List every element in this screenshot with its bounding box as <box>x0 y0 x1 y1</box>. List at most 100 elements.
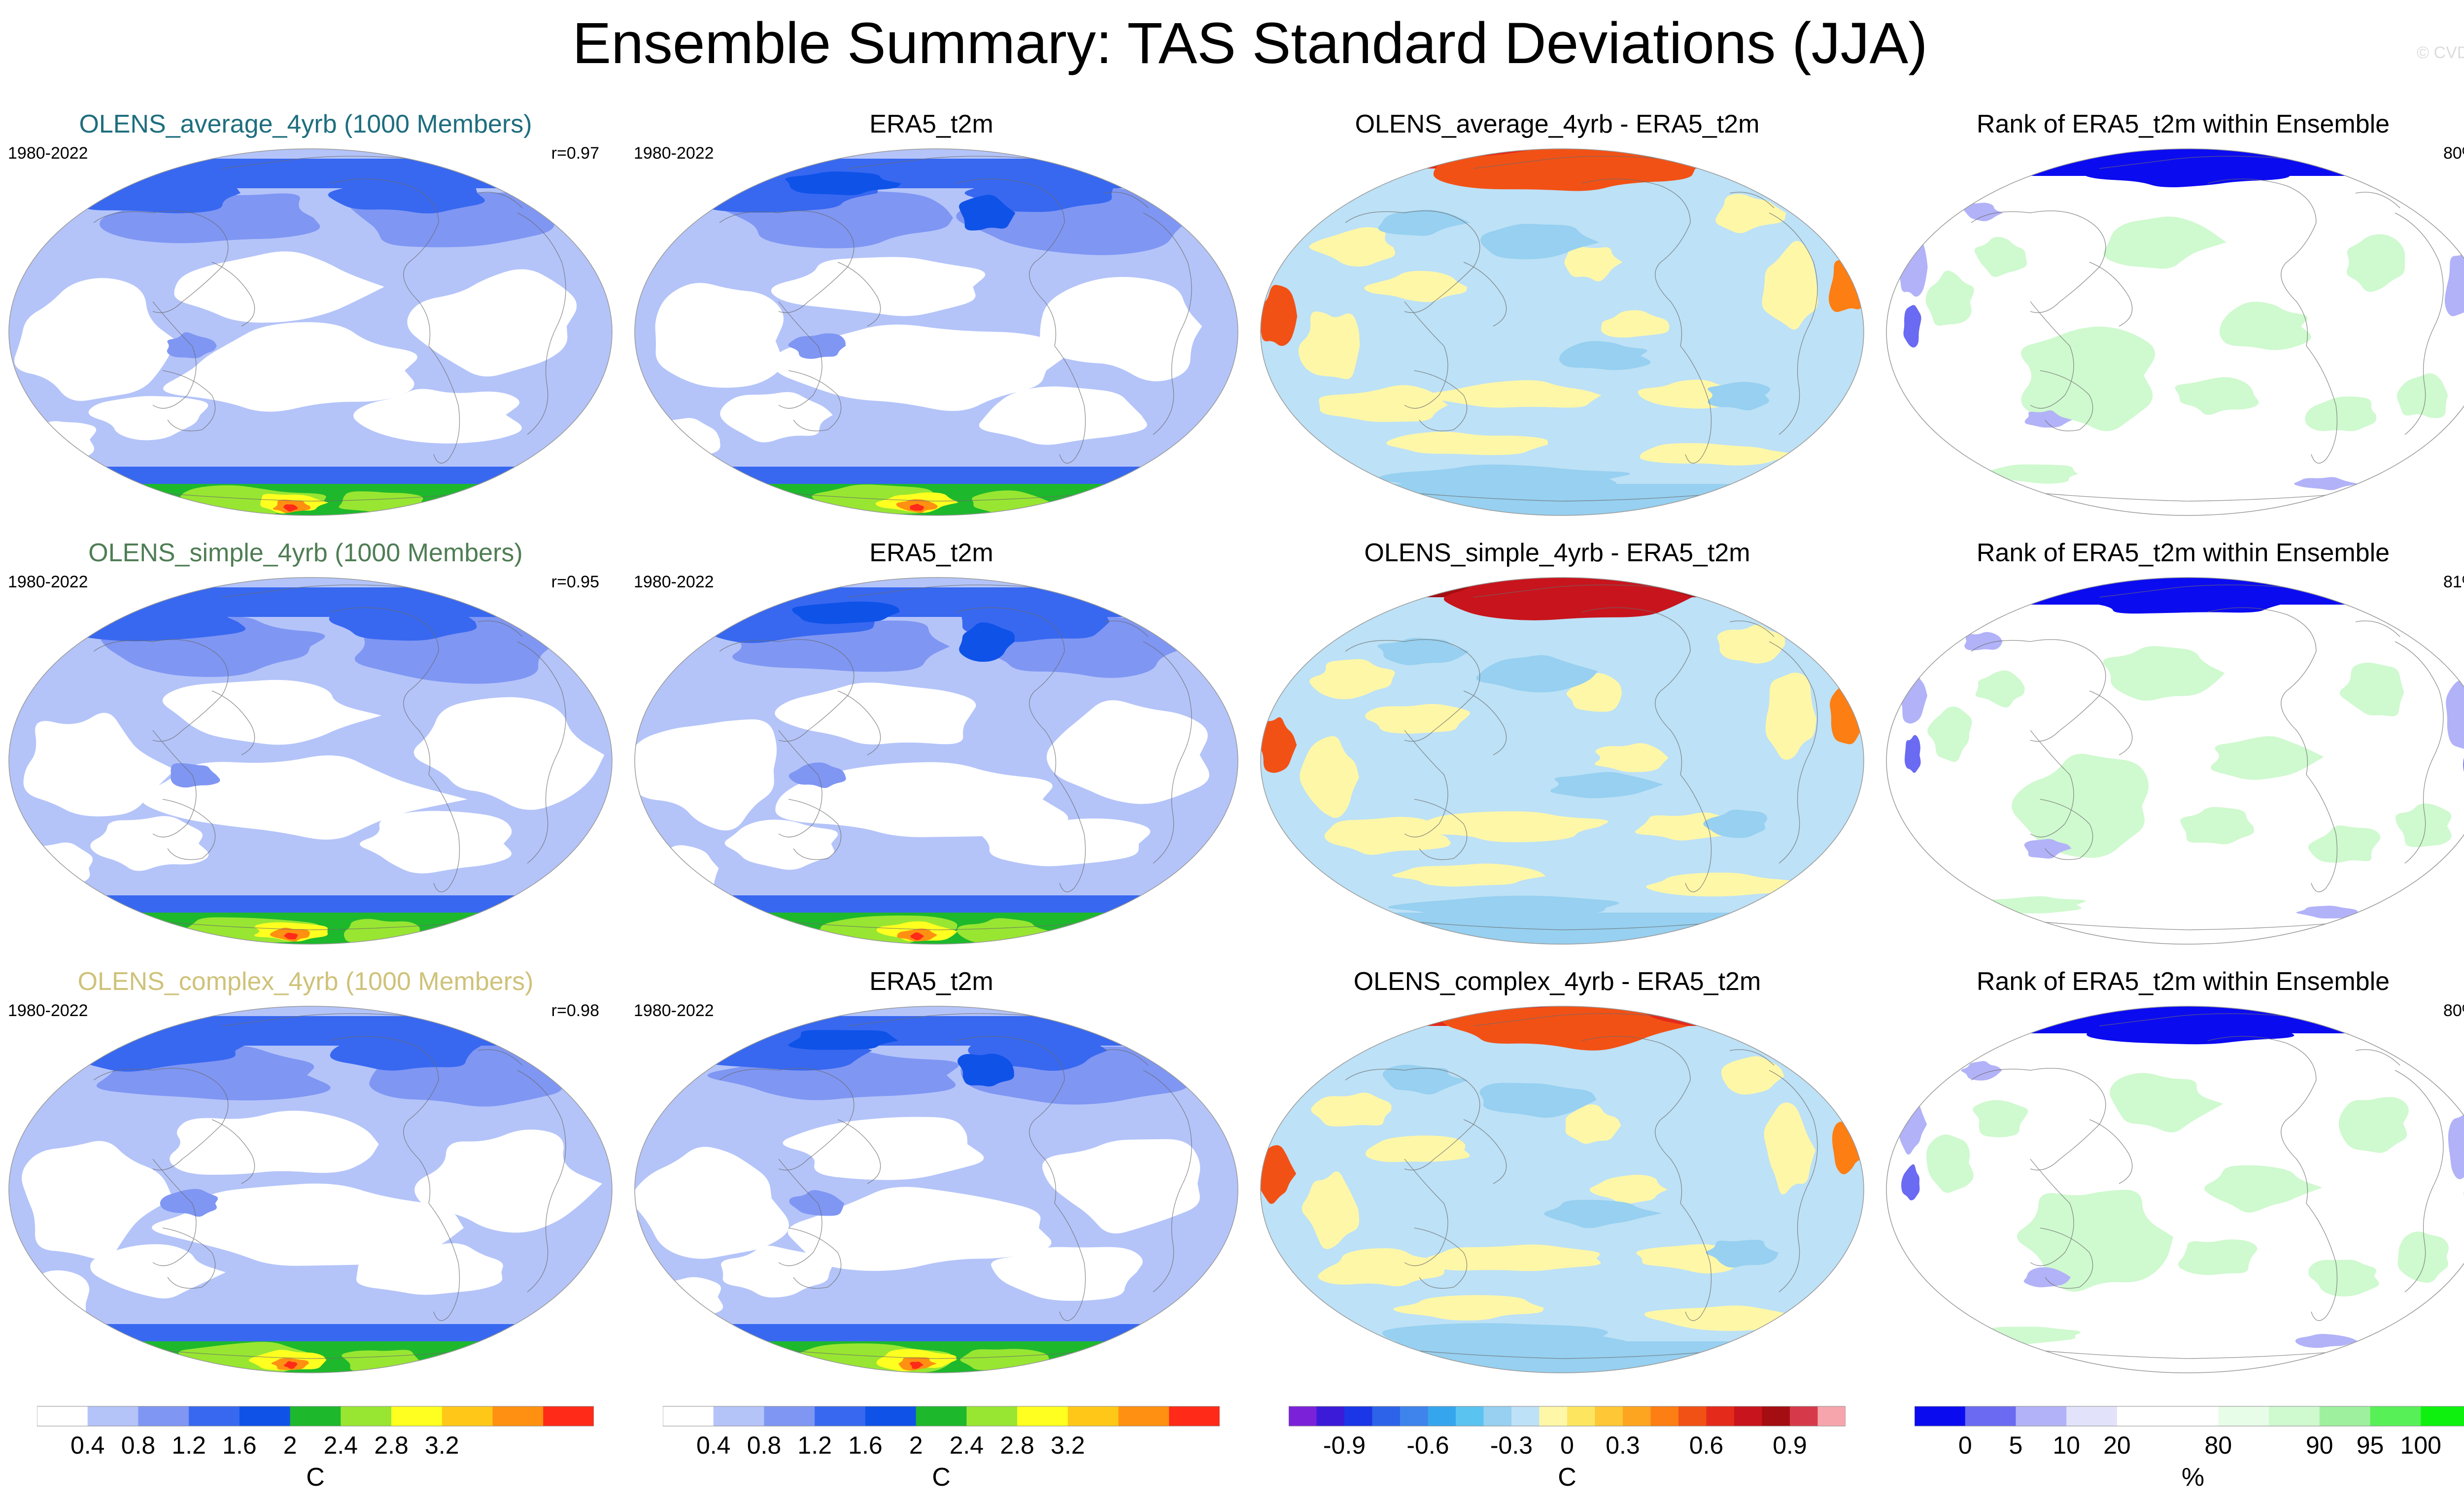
panel-diff-row1: OLENS_average_4yrb - ERA5_t2m <box>1252 109 1864 523</box>
correlation-label: r=0.95 <box>551 573 599 591</box>
map-border <box>8 148 613 516</box>
map-border <box>1886 577 2464 945</box>
high-rank-region <box>2308 1260 2379 1297</box>
panel-rank-row1: Rank of ERA5_t2m within Ensemble 80% <box>1878 109 2464 523</box>
panel-title: OLENS_average_4yrb (1000 Members) <box>79 110 532 138</box>
colorbar-swatch <box>239 1406 291 1426</box>
colorbar-swatch <box>1650 1406 1679 1426</box>
negative-difference-region <box>1559 341 1651 371</box>
high-variance-region <box>330 1029 484 1071</box>
diff-map <box>1260 1006 1864 1373</box>
low-variance-region <box>635 719 777 831</box>
low-variance-region <box>23 713 175 817</box>
low-rank-region <box>2024 839 2072 859</box>
colorbar-swatch <box>2319 1406 2371 1426</box>
colorbar-swatch <box>1316 1406 1345 1426</box>
colorbar-tick-label: 0 <box>1560 1431 1574 1459</box>
colorbar-swatch <box>543 1406 594 1426</box>
rank-map <box>1886 577 2464 945</box>
colorbar-unit: C <box>1558 1463 1576 1492</box>
low-variance-region <box>88 396 208 441</box>
colorbar-swatch <box>1372 1406 1401 1426</box>
low-rank-region <box>1901 1164 1920 1200</box>
low-rank-region <box>2087 1020 2294 1045</box>
colorbar-sd-obs: 0.4 0.8 1.2 1.6 2 2.4 2.8 3.2 C <box>663 1404 1220 1493</box>
panel-title: OLENS_simple_4yrb (1000 Members) <box>88 539 523 567</box>
map-border <box>634 148 1238 516</box>
colorbar-tick-label: 0.4 <box>696 1431 731 1459</box>
positive-difference-region <box>1564 246 1623 281</box>
sd-map <box>634 577 1238 945</box>
positive-difference-region <box>1309 659 1395 700</box>
rank-background <box>1886 1006 2464 1373</box>
colorbar-frame <box>1915 1406 2464 1427</box>
colorbar-tick-label: 2.8 <box>1000 1431 1034 1459</box>
high-rank-region <box>2219 302 2311 350</box>
colorbar-unit: C <box>306 1463 325 1492</box>
panel-obs-row3: ERA5_t2m 1980-2022 <box>626 967 1238 1381</box>
positive-difference-region <box>1640 443 1801 466</box>
low-variance-region <box>14 278 177 401</box>
positive-difference-region <box>1717 624 1785 664</box>
panel-diff-row3: OLENS_complex_4yrb - ERA5_t2m <box>1252 967 1864 1381</box>
colorbar-tick-label: 90 <box>2306 1431 2333 1459</box>
panel-title: Rank of ERA5_t2m within Ensemble <box>1976 967 2390 996</box>
moderate-variance-region <box>160 1189 218 1217</box>
positive-difference-region <box>1365 1135 1470 1162</box>
low-variance-region <box>22 1141 173 1260</box>
panel-model-row1: OLENS_average_4yrb (1000 Members) 1980-2… <box>0 109 613 523</box>
panel-rank-row3: Rank of ERA5_t2m within Ensemble 80% <box>1878 967 2464 1381</box>
positive-difference-region <box>1311 1092 1392 1127</box>
sd-map <box>8 577 613 945</box>
colorbar-tick-label: 0.4 <box>70 1431 105 1459</box>
low-rank-region <box>1961 1061 2002 1081</box>
high-variance-region <box>959 622 1015 662</box>
colorbar-tick-label: 1.2 <box>797 1431 832 1459</box>
rank-background <box>1886 578 2464 944</box>
positive-difference-region <box>1301 1171 1360 1249</box>
colorbar-tick-label: 100 <box>2400 1431 2441 1459</box>
negative-difference-region <box>1706 1239 1779 1268</box>
coastlines <box>1315 156 1818 502</box>
panel-title: ERA5_t2m <box>869 110 993 138</box>
antarctic-difference-band <box>1261 484 1864 515</box>
colorbar-swatch <box>1511 1406 1540 1426</box>
rank-percent-label: 80% <box>2443 1001 2464 1020</box>
positive-difference-region <box>1300 736 1359 818</box>
positive-difference-region <box>1365 704 1470 734</box>
low-variance-region <box>651 1277 723 1323</box>
moderate-variance-region <box>789 1190 845 1216</box>
antarctic-difference-band <box>1261 1341 1864 1373</box>
colorbar-swatch <box>1067 1406 1119 1426</box>
arctic-variance-band <box>9 159 612 188</box>
low-variance-region <box>783 1117 984 1180</box>
colorbar-swatch <box>1456 1406 1484 1426</box>
low-rank-region <box>1963 203 2003 221</box>
high-rank-region <box>2204 1165 2323 1213</box>
high-rank-region <box>2021 326 2156 431</box>
colorbar-swatch <box>1623 1406 1651 1426</box>
colorbar-swatch <box>1915 1406 1966 1426</box>
panel-title: OLENS_average_4yrb - ERA5_t2m <box>1355 110 1760 138</box>
colorbar-swatch <box>442 1406 493 1426</box>
positive-difference-region <box>1595 743 1669 772</box>
panel-diff-row2: OLENS_simple_4yrb - ERA5_t2m <box>1252 538 1864 952</box>
colorbar-swatch <box>189 1406 240 1426</box>
panel-title: ERA5_t2m <box>869 539 993 567</box>
positive-difference-region <box>1421 380 1602 408</box>
low-variance-region <box>787 1187 1052 1271</box>
rank-map <box>1886 1006 2464 1373</box>
low-variance-region <box>162 680 382 745</box>
colorbar-tick-label: 2.4 <box>950 1431 984 1459</box>
low-rank-region <box>1964 632 2003 650</box>
colorbar-tick-label: -0.9 <box>1323 1431 1366 1459</box>
colorbar-tick-label: 0.6 <box>1689 1431 1724 1459</box>
negative-difference-region <box>1378 464 1631 490</box>
colorbar-tick-label: 2.4 <box>324 1431 358 1459</box>
colorbar-swatch <box>1762 1406 1790 1426</box>
colorbar-graphic: 0 5 10 20 80 90 95 100 <box>1915 1406 2464 1459</box>
colorbar-graphic: -0.9 -0.6 -0.3 0 0.3 0.6 0.9 <box>1289 1406 1846 1459</box>
rank-percent-label: 81% <box>2443 573 2464 591</box>
rank-percent-label: 80% <box>2443 144 2464 163</box>
antarctic-difference-band <box>1261 913 1864 944</box>
